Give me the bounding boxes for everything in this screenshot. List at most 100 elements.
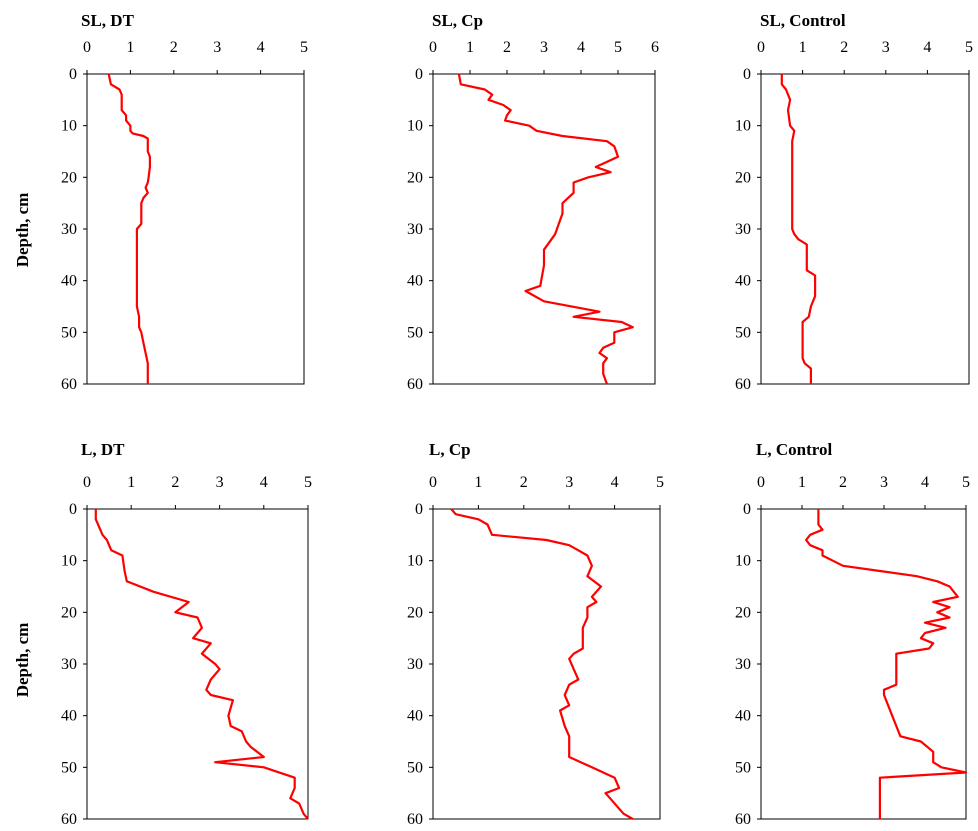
plot-frame	[432, 508, 661, 820]
y-tick-label: 30	[735, 221, 751, 238]
panel-title: SL, Control	[760, 11, 846, 30]
x-tick-label: 4	[577, 39, 585, 56]
y-tick-label: 10	[735, 118, 751, 135]
y-tick-label: 20	[407, 169, 423, 186]
y-tick-label: 60	[61, 811, 77, 828]
x-tick-label: 0	[83, 474, 91, 491]
x-tick-label: 4	[257, 39, 265, 56]
x-tick-label: 2	[840, 39, 848, 56]
x-tick-label: 3	[540, 39, 548, 56]
y-tick-label: 60	[407, 811, 423, 828]
x-tick-label: 5	[304, 474, 312, 491]
x-tick-label: 1	[798, 474, 806, 491]
y-tick-label: 50	[407, 324, 423, 341]
x-tick-label: 2	[171, 474, 179, 491]
y-tick-label: 30	[61, 656, 77, 673]
x-tick-label: 0	[757, 474, 765, 491]
x-tick-label: 4	[611, 474, 619, 491]
x-tick-label: 5	[656, 474, 664, 491]
x-tick-label: 5	[300, 39, 308, 56]
x-tick-label: 4	[923, 39, 931, 56]
series-line	[450, 508, 634, 820]
y-tick-label: 0	[415, 66, 423, 83]
x-tick-label: 1	[466, 39, 474, 56]
y-tick-label: 50	[61, 759, 77, 776]
y-tick-label: 0	[415, 501, 423, 518]
y-tick-label: 20	[61, 604, 77, 621]
x-tick-label: 5	[965, 39, 973, 56]
y-tick-label: 20	[407, 604, 423, 621]
y-tick-label: 60	[407, 376, 423, 393]
x-tick-label: 4	[260, 474, 268, 491]
y-tick-label: 0	[743, 501, 751, 518]
x-tick-label: 6	[651, 39, 659, 56]
y-tick-label: 40	[735, 708, 751, 725]
y-tick-label: 40	[407, 273, 423, 290]
y-tick-label: 30	[407, 221, 423, 238]
x-tick-label: 3	[880, 474, 888, 491]
panel-title: L, Cp	[429, 440, 471, 459]
series-line	[780, 74, 817, 384]
x-tick-label: 1	[126, 39, 134, 56]
x-tick-label: 3	[216, 474, 224, 491]
y-tick-label: 10	[407, 118, 423, 135]
x-tick-label: 5	[614, 39, 622, 56]
y-tick-label: 10	[61, 553, 77, 570]
x-tick-label: 1	[127, 474, 135, 491]
x-tick-label: 1	[799, 39, 807, 56]
series-line	[94, 509, 309, 820]
y-tick-label: 10	[407, 553, 423, 570]
x-tick-label: 2	[839, 474, 847, 491]
x-tick-label: 0	[757, 39, 765, 56]
y-tick-label: 60	[735, 376, 751, 393]
plot-frame	[760, 508, 967, 820]
y-tick-label: 40	[407, 708, 423, 725]
x-tick-label: 2	[503, 39, 511, 56]
y-tick-label: 20	[735, 169, 751, 186]
x-tick-label: 0	[83, 39, 91, 56]
panel-title: L, DT	[81, 440, 125, 459]
x-tick-label: 3	[882, 39, 890, 56]
y-tick-label: 0	[69, 501, 77, 518]
panel-title: SL, Cp	[432, 11, 483, 30]
x-tick-label: 2	[170, 39, 178, 56]
y-tick-label: 20	[61, 169, 77, 186]
y-tick-label: 50	[735, 759, 751, 776]
y-tick-label: 30	[61, 221, 77, 238]
y-tick-label: 30	[407, 656, 423, 673]
x-tick-label: 2	[520, 474, 528, 491]
y-tick-label: 50	[407, 759, 423, 776]
series-line	[107, 73, 151, 384]
y-axis-label-bottom: Depth, cm	[13, 623, 32, 698]
x-tick-label: 5	[962, 474, 970, 491]
plot-frame	[86, 73, 305, 385]
y-tick-label: 20	[735, 604, 751, 621]
y-tick-label: 10	[61, 118, 77, 135]
x-tick-label: 3	[565, 474, 573, 491]
panel-title: L, Control	[756, 440, 832, 459]
y-tick-label: 50	[735, 324, 751, 341]
series-line	[804, 509, 968, 819]
y-tick-label: 60	[61, 376, 77, 393]
x-tick-label: 0	[429, 474, 437, 491]
y-tick-label: 40	[735, 273, 751, 290]
y-tick-label: 30	[735, 656, 751, 673]
series-line	[457, 73, 634, 385]
x-tick-label: 3	[213, 39, 221, 56]
y-tick-label: 60	[735, 811, 751, 828]
y-tick-label: 10	[735, 553, 751, 570]
y-tick-label: 40	[61, 273, 77, 290]
y-tick-label: 0	[69, 66, 77, 83]
y-tick-label: 40	[61, 708, 77, 725]
x-tick-label: 1	[474, 474, 482, 491]
x-tick-label: 0	[429, 39, 437, 56]
x-tick-label: 4	[921, 474, 929, 491]
panel-title: SL, DT	[81, 11, 135, 30]
